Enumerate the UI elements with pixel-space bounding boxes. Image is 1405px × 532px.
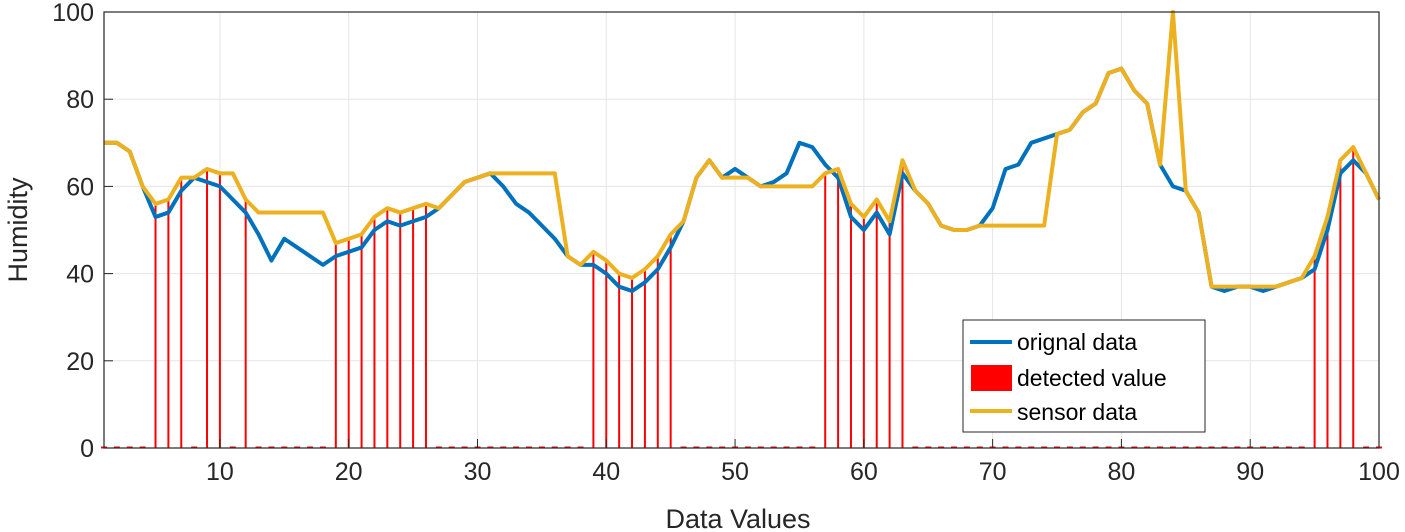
x-tick-label: 10 <box>206 458 234 486</box>
x-tick-label: 20 <box>335 458 363 486</box>
legend-label-sensor: sensor data <box>1017 399 1137 425</box>
tick-labels: 10 20 30 40 50 60 70 80 90 100 0 20 40 60 80 100 <box>52 0 1400 486</box>
x-tick-label: 90 <box>1236 458 1264 486</box>
y-axis-label: Humidity <box>3 177 33 283</box>
y-tick-label: 40 <box>66 261 94 289</box>
axes <box>103 11 1380 449</box>
series-lines <box>104 10 1381 294</box>
y-tick-label: 100 <box>52 0 94 27</box>
x-tick-label: 70 <box>979 458 1007 486</box>
x-tick-label: 50 <box>721 458 749 486</box>
x-tick-label: 100 <box>1358 458 1400 486</box>
y-tick-label: 0 <box>80 435 94 463</box>
detected-value-stems <box>101 147 1382 449</box>
y-tick-label: 60 <box>66 173 94 201</box>
legend-swatch-detected <box>971 365 1012 391</box>
x-tick-label: 40 <box>592 458 620 486</box>
x-tick-label: 80 <box>1108 458 1136 486</box>
legend: orignal data detected value sensor data <box>962 319 1206 433</box>
series-sensor-line <box>104 10 1381 289</box>
series-original-line <box>104 66 1381 294</box>
y-tick-label: 80 <box>66 86 94 114</box>
plot-box <box>103 11 1380 449</box>
legend-label-detected: detected value <box>1017 365 1167 391</box>
legend-label-original: orignal data <box>1017 329 1137 355</box>
x-tick-label: 30 <box>464 458 492 486</box>
x-tick-label: 60 <box>850 458 878 486</box>
x-axis-label: Data Values <box>665 504 810 532</box>
y-tick-label: 20 <box>66 348 94 376</box>
